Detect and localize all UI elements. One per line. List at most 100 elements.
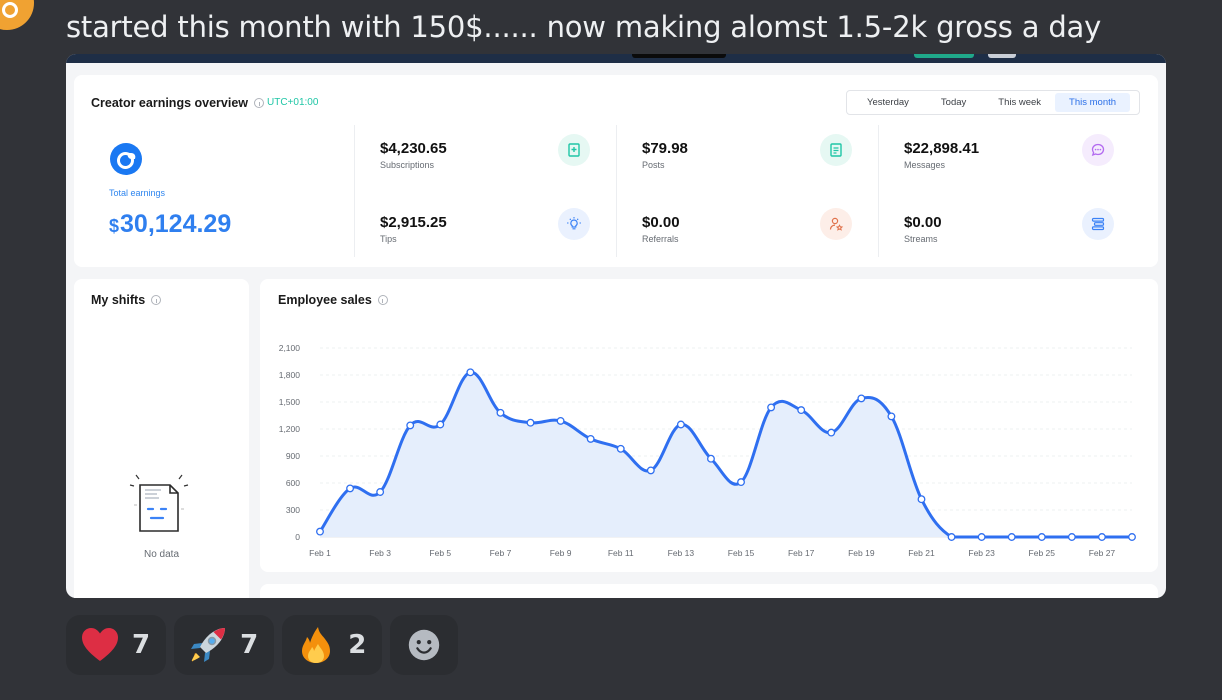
x-tick-label: Feb 23	[968, 548, 995, 558]
data-point[interactable]	[857, 394, 866, 403]
data-point[interactable]	[947, 533, 956, 541]
metric-referrals: $0.00 Referrals	[642, 208, 852, 254]
data-point[interactable]	[1007, 533, 1016, 541]
x-tick-label: Feb 25	[1029, 548, 1056, 558]
metric-value: $2,915.25	[380, 214, 447, 231]
sales-title: Employee sales	[278, 293, 388, 307]
reaction-heart[interactable]: 7	[66, 615, 167, 675]
tab-this-week[interactable]: This week	[998, 97, 1042, 108]
x-tick-label: Feb 11	[608, 548, 634, 558]
earnings-overview-card: Creator earnings overview UTC+01:00 Yest…	[74, 75, 1158, 267]
data-point[interactable]	[1037, 533, 1046, 541]
sales-area-fill	[320, 372, 1132, 537]
tab-today[interactable]: Today	[940, 97, 967, 108]
metric-tips: $2,915.25 Tips	[380, 208, 590, 254]
metric-label: Messages	[904, 160, 946, 170]
tab-this-month[interactable]: This month	[1055, 93, 1131, 112]
y-tick-label: 1,200	[279, 424, 301, 434]
reaction-rocket[interactable]: 7	[174, 615, 275, 675]
onlyfans-logo-icon	[110, 143, 142, 175]
metric-label: Streams	[904, 234, 938, 244]
data-point[interactable]	[556, 416, 565, 425]
x-tick-label: Feb 7	[490, 548, 512, 558]
y-tick-label: 1,500	[279, 397, 301, 407]
user-avatar[interactable]	[0, 0, 34, 30]
bookmark-plus-icon	[558, 134, 590, 166]
total-amount: 30,124.29	[120, 210, 232, 238]
metric-value: $4,230.65	[380, 140, 447, 157]
reaction-count: 7	[132, 630, 151, 660]
data-point[interactable]	[526, 418, 535, 427]
divider	[354, 125, 355, 257]
period-tabs: Yesterday Today This week This month	[846, 90, 1140, 115]
y-tick-label: 600	[286, 478, 300, 488]
data-point[interactable]	[917, 495, 926, 504]
my-shifts-card: My shifts No data	[74, 279, 249, 598]
reaction-fire[interactable]: 2	[282, 615, 383, 675]
fire-icon	[296, 625, 336, 665]
data-point[interactable]	[1128, 533, 1136, 541]
smiley-add-icon	[404, 625, 444, 665]
document-icon	[820, 134, 852, 166]
overview-title-text: Creator earnings overview	[91, 96, 249, 110]
data-point[interactable]	[616, 444, 625, 453]
data-point[interactable]	[977, 533, 986, 541]
rocket-icon	[188, 625, 228, 665]
heart-icon	[80, 625, 120, 665]
data-point[interactable]	[436, 420, 445, 429]
reactions-bar: 7 7 2	[66, 615, 459, 675]
info-icon[interactable]	[377, 294, 388, 305]
data-point[interactable]	[646, 466, 655, 475]
lightbulb-icon	[558, 208, 590, 240]
metric-value: $79.98	[642, 140, 688, 157]
data-point[interactable]	[1067, 533, 1076, 541]
chat-bubble-icon	[1082, 134, 1114, 166]
screenshot-attachment[interactable]: Creator earnings overview UTC+01:00 Yest…	[66, 54, 1166, 598]
employee-sales-card: Employee sales 0 300 600 900 1,200 1,500 1,800…	[260, 279, 1158, 572]
metric-label: Posts	[642, 160, 665, 170]
y-tick-label: 2,100	[279, 343, 301, 353]
message-text: started this month with 150$...... now m…	[66, 10, 1102, 44]
shifts-title: My shifts	[91, 293, 162, 307]
data-point[interactable]	[1097, 533, 1106, 541]
data-point[interactable]	[316, 527, 324, 536]
data-point[interactable]	[346, 484, 355, 493]
x-tick-label: Feb 3	[369, 548, 391, 558]
data-point[interactable]	[767, 403, 776, 412]
x-tick-label: Feb 13	[668, 548, 695, 558]
x-tick-label: Feb 5	[429, 548, 451, 558]
data-point[interactable]	[887, 412, 896, 421]
data-point[interactable]	[376, 488, 385, 496]
total-currency: $	[109, 216, 120, 236]
metric-label: Referrals	[642, 234, 679, 244]
sales-line	[318, 370, 1132, 539]
data-point[interactable]	[586, 434, 595, 443]
total-earnings-label: Total earnings	[109, 188, 166, 198]
data-point[interactable]	[737, 478, 745, 487]
data-point[interactable]	[707, 454, 715, 463]
metric-value: $0.00	[642, 214, 680, 231]
metric-value: $22,898.41	[904, 140, 980, 157]
overview-title: Creator earnings overview	[91, 96, 265, 110]
stack-icon	[1082, 208, 1114, 240]
data-point[interactable]	[676, 420, 685, 429]
reaction-count: 7	[240, 630, 259, 660]
x-tick-label: Feb 15	[728, 548, 755, 558]
add-reaction-button[interactable]	[390, 615, 459, 675]
metric-subscriptions: $4,230.65 Subscriptions	[380, 134, 590, 180]
empty-document-icon	[129, 474, 189, 532]
data-point[interactable]	[797, 406, 806, 415]
info-icon[interactable]	[254, 97, 265, 108]
data-point[interactable]	[496, 408, 505, 417]
x-tick-label: Feb 17	[788, 548, 815, 558]
data-point[interactable]	[827, 428, 836, 437]
data-point[interactable]	[466, 368, 475, 377]
metric-streams: $0.00 Streams	[904, 208, 1114, 254]
tab-yesterday[interactable]: Yesterday	[867, 97, 909, 108]
x-tick-label: Feb 27	[1089, 548, 1116, 558]
y-tick-label: 900	[286, 451, 300, 461]
info-icon[interactable]	[151, 294, 162, 305]
sales-title-text: Employee sales	[278, 293, 372, 307]
data-point[interactable]	[406, 421, 415, 430]
employee-sales-chart[interactable]: 0 300 600 900 1,200 1,500 1,800 2,100 Feb 1 Feb 3…	[260, 279, 1158, 572]
